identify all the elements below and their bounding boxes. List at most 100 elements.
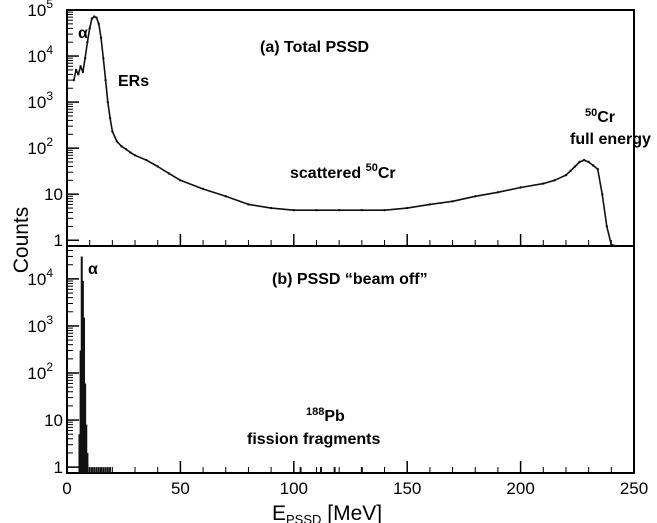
x-tick-label: 250: [620, 479, 648, 498]
panel-a-data-point: [201, 187, 205, 191]
ticks-layer: 1 10 102 103 104 105 1 10 102 103 104 0 50 100 150 200 2…: [27, 0, 648, 498]
panel-a-title: (a) Total PSSD: [260, 39, 369, 56]
panel-a-data-point: [569, 169, 572, 173]
panel-a-data-point: [542, 182, 545, 185]
panel-b-pb-label: 188Pb: [306, 406, 345, 425]
panel-a-data-point: [167, 172, 171, 175]
panel-1-y-tick-label: 104: [27, 266, 53, 289]
panel-b-title: (b) PSSD “beam off”: [272, 271, 428, 288]
panel-1-y-tick-label: 103: [27, 313, 53, 336]
panel-a-data-point: [79, 65, 82, 68]
panel-a-data-point: [95, 16, 98, 19]
panel-a-data-point: [99, 36, 103, 39]
panel-a-title-text: Total PSSD: [284, 39, 369, 56]
x-axis-title: EPSSD [MeV]: [272, 502, 382, 523]
panel-a-full-energy-label: full energy: [570, 131, 651, 148]
panel-a-data-point: [383, 208, 386, 212]
panel-1-y-tick-label: 1: [54, 458, 63, 477]
panel-a-data-point: [108, 116, 112, 120]
panel-0-y-tick-label: 105: [27, 0, 53, 20]
panel-a-data-point: [72, 78, 76, 82]
x-tick-label: 0: [62, 479, 71, 498]
panel-b-title-text: PSSD “beam off”: [297, 271, 428, 288]
panel-a-data-point: [81, 70, 85, 74]
panel-a-data-point: [587, 160, 590, 164]
data-layer: [72, 15, 618, 473]
panel-b-fission-label: fission fragments: [247, 431, 380, 448]
panel-a-data-point: [247, 203, 250, 206]
x-tick-label: 100: [280, 479, 308, 498]
pb-sup: 188: [306, 406, 324, 418]
panel-a-data-point: [496, 191, 500, 194]
panel-a-data-point: [156, 165, 159, 168]
scattered-after: Cr: [378, 165, 396, 182]
panel-a-data-point: [106, 100, 110, 104]
panel-a-data-point: [74, 68, 78, 72]
panel-a-data-point: [179, 179, 182, 182]
panel-a-data-point: [104, 78, 107, 82]
panel-a-data-point: [77, 73, 80, 76]
panel-a-data-point: [519, 186, 522, 189]
panel-a-data-point: [224, 195, 227, 198]
x-tick-label: 150: [393, 479, 421, 498]
panel-a-data-point: [292, 208, 295, 212]
x-axis-title-sub: PSSD: [286, 512, 321, 523]
panel-a-ers-label: ERs: [118, 73, 149, 90]
y-axis-title: Counts: [10, 207, 33, 274]
panel-a-data-point: [553, 179, 556, 182]
panel-a-data-point: [97, 22, 100, 26]
panel-a-data-point: [120, 145, 123, 148]
panel-a-data-point: [129, 151, 132, 154]
panel-0-y-tick-label: 1: [54, 231, 63, 250]
panel-a-data-point: [474, 195, 477, 198]
panel-a-data-point: [428, 203, 432, 206]
panel-0-y-tick-label: 102: [27, 135, 53, 158]
panel-0-y-tick-label: 10: [44, 185, 63, 204]
panel-a-tag: (a): [260, 39, 280, 56]
cr-sup: 50: [585, 107, 597, 119]
panel-a-data-point: [582, 158, 586, 162]
scattered-text: scattered: [290, 165, 366, 182]
panel-a-data-point: [578, 160, 581, 164]
panel-a-data-point: [115, 140, 119, 143]
panel-0-y-tick-label: 103: [27, 89, 53, 112]
panel-a-scattered-label: scattered 50Cr: [290, 162, 396, 182]
panel-a-data-point: [88, 27, 91, 30]
panel-b-tag: (b): [272, 271, 292, 288]
panel-a-data-point: [605, 225, 608, 228]
panel-a-data-point: [451, 200, 454, 203]
panel-b-alpha-label: α: [88, 261, 98, 278]
panel-a-alpha-label: α: [78, 25, 88, 42]
scattered-sup: 50: [366, 162, 378, 174]
panel-0-y-tick-label: 104: [27, 43, 53, 66]
panel-a-data-point: [124, 147, 128, 151]
panel-a-data-point: [360, 208, 364, 212]
panel-a-data-point: [90, 17, 94, 20]
panel-a-data-point: [93, 15, 96, 18]
panel-a-data-point: [315, 208, 318, 212]
pb-text: Pb: [324, 408, 345, 425]
panel-a-data-point: [573, 165, 577, 168]
x-axis-title-unit: [MeV]: [321, 502, 382, 523]
panel-a-data-point: [564, 173, 568, 177]
panel-a-data-point: [133, 154, 137, 157]
panel-a-data-point: [269, 206, 273, 210]
x-tick-label: 200: [506, 479, 534, 498]
panel-a-data-point: [111, 130, 114, 133]
panel-a-data-point: [601, 192, 604, 196]
panel-a-data-point: [610, 243, 613, 246]
x-axis-title-main: E: [272, 502, 286, 523]
panel-a-data-point: [102, 56, 105, 60]
panel-b-frame: [66, 245, 635, 474]
panel-1-y-tick-label: 10: [44, 411, 63, 430]
x-tick-label: 50: [171, 479, 190, 498]
panel-a-data-point: [86, 40, 89, 44]
panel-a-data-point: [406, 206, 409, 210]
panel-a-data-point: [591, 164, 595, 167]
panel-a-data-point: [145, 158, 148, 162]
panel-a-data-point: [83, 56, 87, 60]
panel-a-cr-label: 50Cr: [585, 107, 615, 126]
cr-text: Cr: [597, 109, 615, 126]
